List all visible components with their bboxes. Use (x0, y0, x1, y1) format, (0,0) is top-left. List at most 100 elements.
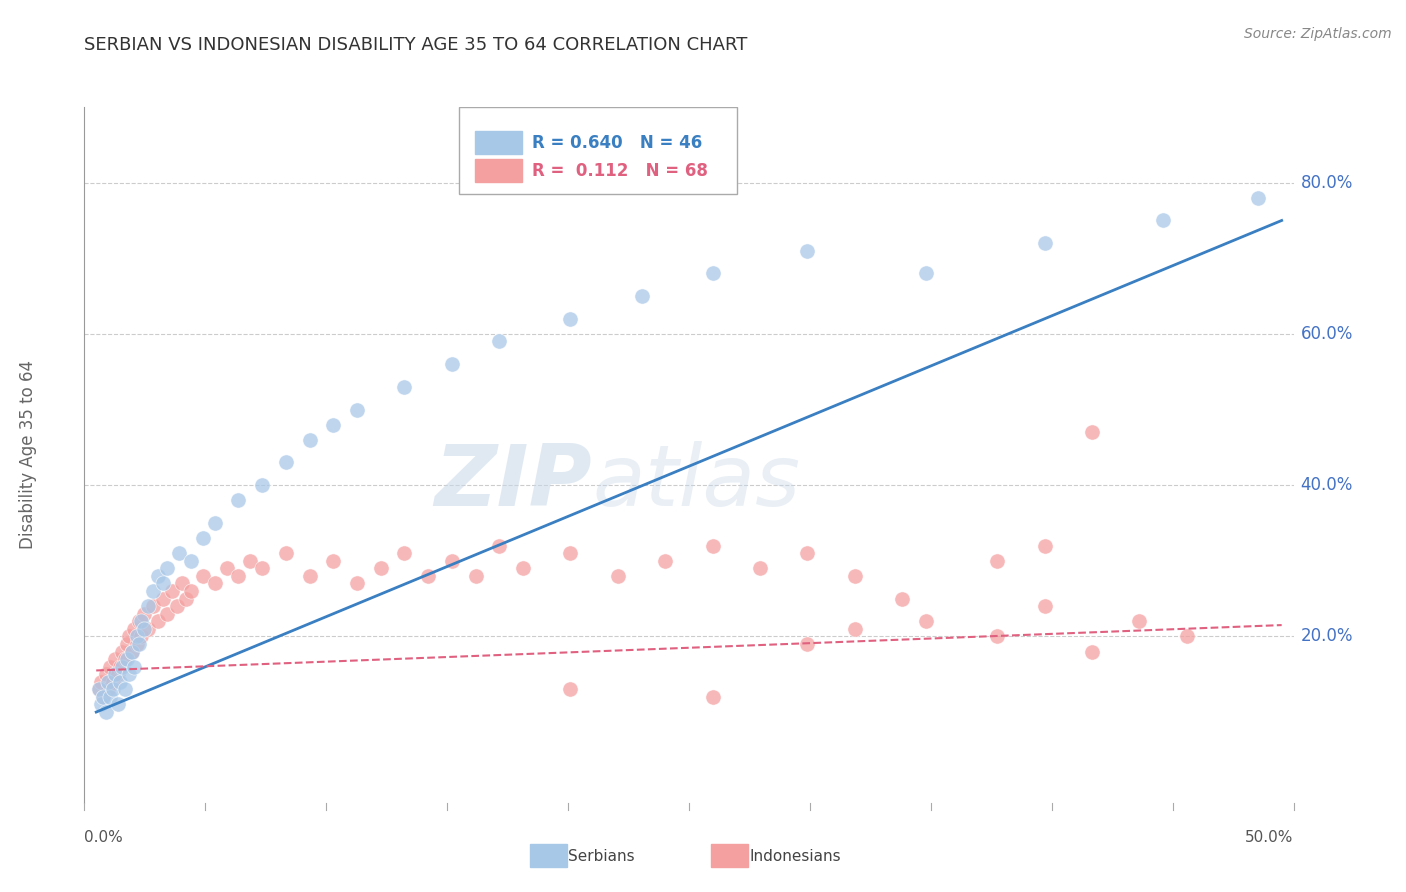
Point (180, 584, 202, 599)
Point (464, 569, 486, 583)
Point (115, 652, 138, 666)
FancyBboxPatch shape (460, 107, 737, 194)
Text: R = 0.640   N = 46: R = 0.640 N = 46 (531, 134, 702, 152)
Point (152, 576, 174, 591)
Point (138, 599, 160, 614)
Point (1128, 615, 1150, 629)
Point (166, 599, 188, 614)
Point (204, 516, 226, 530)
Point (560, 311, 582, 326)
Point (87, 682, 110, 697)
Point (654, 554, 676, 568)
Text: Source: ZipAtlas.com: Source: ZipAtlas.com (1244, 27, 1392, 41)
Point (630, 289, 652, 303)
Text: SERBIAN VS INDONESIAN DISABILITY AGE 35 TO 64 CORRELATION CHART: SERBIAN VS INDONESIAN DISABILITY AGE 35 … (84, 36, 748, 54)
Point (118, 667, 141, 681)
Point (204, 576, 226, 591)
Point (1081, 425, 1104, 440)
Point (94, 705, 117, 719)
Point (132, 607, 155, 621)
Point (128, 615, 150, 629)
Point (108, 674, 131, 689)
Point (125, 637, 148, 651)
Point (844, 569, 866, 583)
Point (298, 569, 321, 583)
Point (1033, 236, 1056, 251)
Text: Indonesians: Indonesians (749, 849, 841, 863)
Point (156, 607, 179, 621)
Point (606, 569, 628, 583)
Point (250, 478, 273, 492)
Point (322, 417, 344, 432)
Point (418, 569, 440, 583)
Point (142, 584, 165, 599)
Point (844, 622, 866, 636)
Point (97, 682, 120, 697)
Point (107, 667, 129, 681)
Point (122, 622, 145, 636)
Point (129, 629, 152, 643)
Point (702, 267, 724, 281)
Point (100, 659, 122, 673)
Point (749, 561, 772, 575)
Point (1175, 629, 1198, 643)
Point (129, 615, 152, 629)
Point (986, 554, 1008, 568)
Point (228, 493, 250, 508)
Point (346, 576, 368, 591)
Point (191, 569, 214, 583)
Point (702, 539, 724, 553)
Text: R =  0.112   N = 68: R = 0.112 N = 68 (531, 161, 707, 179)
Point (132, 622, 155, 636)
Point (274, 455, 297, 469)
Point (167, 546, 190, 560)
Point (101, 674, 124, 689)
Point (191, 531, 214, 545)
Point (90, 698, 112, 712)
Point (170, 576, 193, 591)
Point (250, 561, 273, 575)
Text: 40.0%: 40.0% (1301, 476, 1353, 494)
Point (122, 659, 145, 673)
Point (111, 644, 134, 658)
Text: 60.0%: 60.0% (1301, 325, 1353, 343)
Point (101, 682, 124, 697)
Point (702, 690, 724, 704)
Text: atlas: atlas (592, 442, 800, 524)
Point (228, 569, 250, 583)
Point (560, 682, 582, 697)
Point (440, 554, 463, 568)
Point (121, 644, 143, 658)
Point (346, 402, 368, 417)
Point (118, 629, 141, 643)
Point (91, 690, 114, 704)
Point (215, 561, 238, 575)
Point (796, 244, 818, 258)
Point (114, 652, 136, 666)
Point (394, 546, 416, 560)
Point (125, 629, 148, 643)
Point (90, 674, 112, 689)
Point (239, 554, 262, 568)
Point (160, 584, 183, 599)
Point (440, 357, 463, 371)
Point (986, 629, 1008, 643)
Point (1033, 599, 1056, 614)
FancyBboxPatch shape (475, 160, 522, 182)
Point (87, 682, 110, 697)
Point (121, 644, 143, 658)
Point (915, 615, 938, 629)
Point (1081, 644, 1104, 658)
Point (107, 698, 129, 712)
Point (114, 682, 136, 697)
Point (176, 591, 198, 606)
Point (1033, 539, 1056, 553)
Point (298, 433, 321, 447)
Text: Serbians: Serbians (568, 849, 634, 863)
Point (91, 690, 114, 704)
Point (915, 267, 938, 281)
FancyBboxPatch shape (475, 131, 522, 153)
Point (138, 622, 160, 636)
Point (560, 546, 582, 560)
Text: 50.0%: 50.0% (1246, 830, 1294, 845)
